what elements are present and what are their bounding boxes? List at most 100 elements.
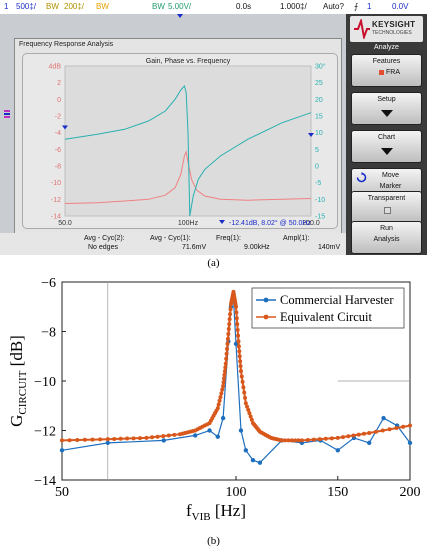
measure-1-label-text: Avg - Cyc(2): [84, 235, 125, 242]
x-axis-label-sub: VIB [192, 511, 211, 523]
measure-2-label[interactable]: Avg - Cyc(1): [150, 235, 191, 242]
y-axis-label-sub: CIRCUIT [17, 370, 29, 414]
circuit-point [293, 438, 298, 443]
circuit-point [118, 436, 123, 441]
measure-3-label[interactable]: Freq(1): [216, 235, 241, 242]
circuit-point [215, 406, 220, 411]
fra-option: FRA [352, 69, 421, 76]
features-softkey[interactable]: Features FRA [351, 54, 422, 87]
circuit-point [138, 436, 143, 441]
keysight-wave-icon [354, 19, 370, 39]
fra-window-title: Frequency Response Analysis [19, 41, 114, 48]
circuit-point [225, 341, 230, 346]
ch2-bw-badge: BW [96, 2, 109, 11]
fra-plot-frame: Gain, Phase vs. Frequency 4dB 2 0 -2 -4 -6 -8 -1… [22, 53, 338, 229]
circuit-point [223, 361, 228, 366]
harvester-point [207, 428, 212, 433]
harvester-point [243, 448, 249, 453]
circuit-point [98, 437, 103, 442]
gain-axis-tick: -8 [55, 164, 61, 171]
trigger-channel[interactable]: 1 [367, 2, 372, 11]
marker-readout: -12.41dB, 8.02° @ 50.0Hz [229, 219, 311, 227]
ch1-number[interactable]: 1 [4, 2, 9, 11]
circuit-point [367, 430, 372, 435]
softkey-label: Setup [377, 96, 396, 103]
softkey-label: Features [372, 58, 401, 65]
harvester-point [193, 433, 198, 438]
circuit-point [221, 383, 226, 388]
phase-axis-tick: 25 [315, 80, 323, 87]
circuit-point [311, 437, 316, 442]
ch4-scale[interactable]: 5.00V/ [168, 2, 192, 11]
measure-1-label[interactable]: Avg - Cyc(2): [84, 235, 125, 242]
measure-4-label[interactable]: Ampl(1): [283, 235, 310, 242]
oscilloscope-screen: 1 500‡/ BW 200‡/ BW BW 5.00V/ 0.0s 1.000… [0, 0, 427, 255]
checkbox-icon [379, 69, 384, 75]
circuit-point [299, 438, 304, 443]
harvester-point [381, 415, 386, 421]
time-scale[interactable]: 1.000‡/ [280, 2, 307, 11]
circuit-point [218, 395, 223, 400]
harvester-point [105, 440, 110, 446]
circuit-point [394, 426, 399, 431]
harvester-point [335, 448, 340, 453]
gain-trace [64, 150, 312, 204]
circuit-point [237, 354, 242, 359]
phase-axis-tick: 30° [315, 63, 326, 71]
circuit-point [217, 398, 222, 403]
circuit-point [248, 414, 253, 419]
y-axis-label: GCIRCUIT [dB] [7, 335, 29, 427]
measure-1-value: No edges [88, 244, 118, 251]
legend-marker [263, 297, 269, 303]
gain-axis-tick: -4 [55, 130, 61, 137]
keysight-logo: KEYSIGHT TECHNOLOGIES [350, 16, 423, 42]
x-tick-label: 150 [327, 485, 348, 500]
time-position[interactable]: 0.0s [236, 2, 252, 11]
legend-box [251, 287, 405, 329]
circuit-point [155, 434, 160, 439]
softkey-label: Run [380, 225, 393, 232]
circuit-point [317, 437, 322, 442]
chart-softkey[interactable]: Chart [351, 130, 422, 163]
ch1-scale[interactable]: 500‡/ [16, 2, 37, 11]
circuit-point [236, 344, 241, 349]
x-tick-label: 100 [226, 485, 247, 500]
phase-axis-tick: 10 [315, 130, 323, 137]
circuit-point [224, 351, 229, 356]
circuit-point [144, 435, 149, 440]
run-analysis-softkey[interactable]: Run Analysis [351, 221, 422, 254]
caption-b: (b) [207, 535, 220, 547]
chart-title: Gain, Phase vs. Frequency [146, 58, 231, 65]
fra-window[interactable]: Frequency Response Analysis Gain, Phase … [14, 38, 342, 235]
circuit-point [238, 364, 243, 369]
marker-right-icon [308, 133, 314, 137]
brand-name: KEYSIGHT [372, 20, 416, 29]
legend-label: Commercial Harvester [280, 293, 394, 307]
ch2-scale[interactable]: 200‡/ [64, 2, 85, 11]
y-tick-label: −14 [34, 474, 56, 489]
trigger-mode[interactable]: Auto? [323, 2, 344, 11]
circuit-point [226, 331, 231, 336]
circuit-point [60, 438, 64, 443]
circuit-point [125, 436, 130, 441]
circuit-point [224, 356, 229, 361]
circuit-point [228, 312, 233, 317]
trigger-level[interactable]: 0.0V [392, 2, 409, 11]
ch-marker-magenta-2 [4, 116, 10, 118]
setup-softkey[interactable]: Setup [351, 92, 422, 125]
submenu-arrow-icon [381, 148, 393, 155]
phase-axis-tick: 5 [315, 147, 319, 154]
status-bar: 1 500‡/ BW 200‡/ BW BW 5.00V/ 0.0s 1.000… [0, 0, 427, 14]
harvester-point [257, 460, 263, 465]
circuit-point [243, 395, 248, 400]
circuit-point [323, 436, 328, 441]
transparent-softkey[interactable]: Transparent [351, 191, 422, 224]
submenu-arrow-icon [381, 110, 393, 117]
gain-axis-tick: -12 [51, 197, 61, 204]
harvester-line [61, 299, 411, 464]
marker-left-icon [62, 125, 68, 130]
harvester-point [367, 440, 372, 446]
ch-marker-blue [4, 113, 10, 115]
y-tick-label: −6 [41, 276, 56, 291]
circuit-point [216, 402, 221, 407]
